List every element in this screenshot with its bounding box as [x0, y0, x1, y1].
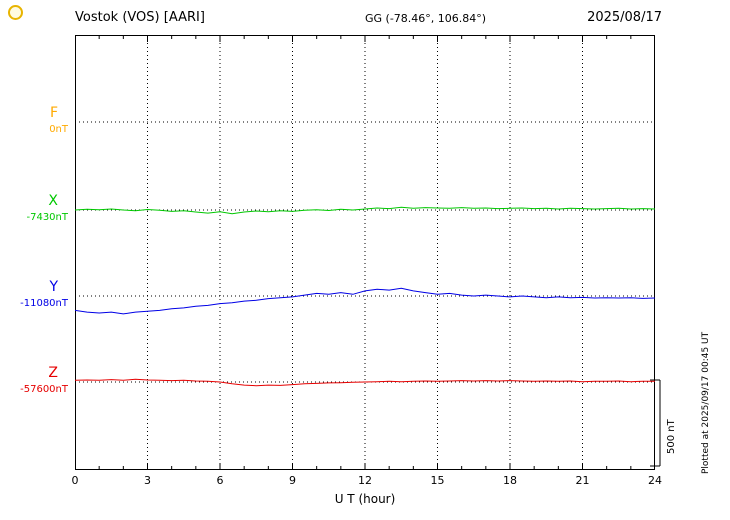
- x-axis-label: U T (hour): [334, 492, 396, 506]
- z-trace: [74, 378, 655, 387]
- plotted-at-note: Plotted at 2025/09/17 00:45 UT: [701, 331, 711, 474]
- aari-logo-icon: [8, 5, 23, 20]
- x-tick-label: 21: [575, 474, 590, 487]
- magnetogram-plot: [74, 35, 656, 470]
- x-tick-label: 12: [358, 474, 372, 487]
- y-trace: [74, 287, 656, 315]
- x-tick-label: 3: [144, 474, 151, 487]
- scale-bar-label: 500 nT: [666, 419, 677, 454]
- x-tick-label: 9: [289, 474, 296, 487]
- component-baseline-f: 0nT: [49, 124, 68, 135]
- component-letter-z: Z: [48, 365, 58, 381]
- component-letter-f: F: [49, 105, 58, 121]
- x-tick-label: 6: [216, 474, 224, 487]
- component-baseline-x: -7430nT: [26, 212, 68, 223]
- x-tick-label: 0: [71, 474, 79, 487]
- geo-coordinates: GG (-78.46°, 106.84°): [365, 12, 487, 25]
- station-title: Vostok (VOS) [AARI]: [75, 10, 205, 25]
- component-letter-x: X: [48, 193, 58, 209]
- x-tick-label: 24: [648, 474, 662, 487]
- x-tick-label: 15: [430, 474, 445, 487]
- x-tick-label: 18: [503, 474, 517, 487]
- plot-area: [74, 35, 656, 470]
- x-trace: [74, 206, 656, 215]
- plot-date: 2025/08/17: [587, 10, 662, 25]
- scale-bar: [650, 379, 661, 467]
- plot-frame: [75, 35, 655, 470]
- component-letter-y: Y: [49, 279, 58, 295]
- component-baseline-z: -57600nT: [20, 384, 68, 395]
- component-baseline-y: -11080nT: [20, 298, 68, 309]
